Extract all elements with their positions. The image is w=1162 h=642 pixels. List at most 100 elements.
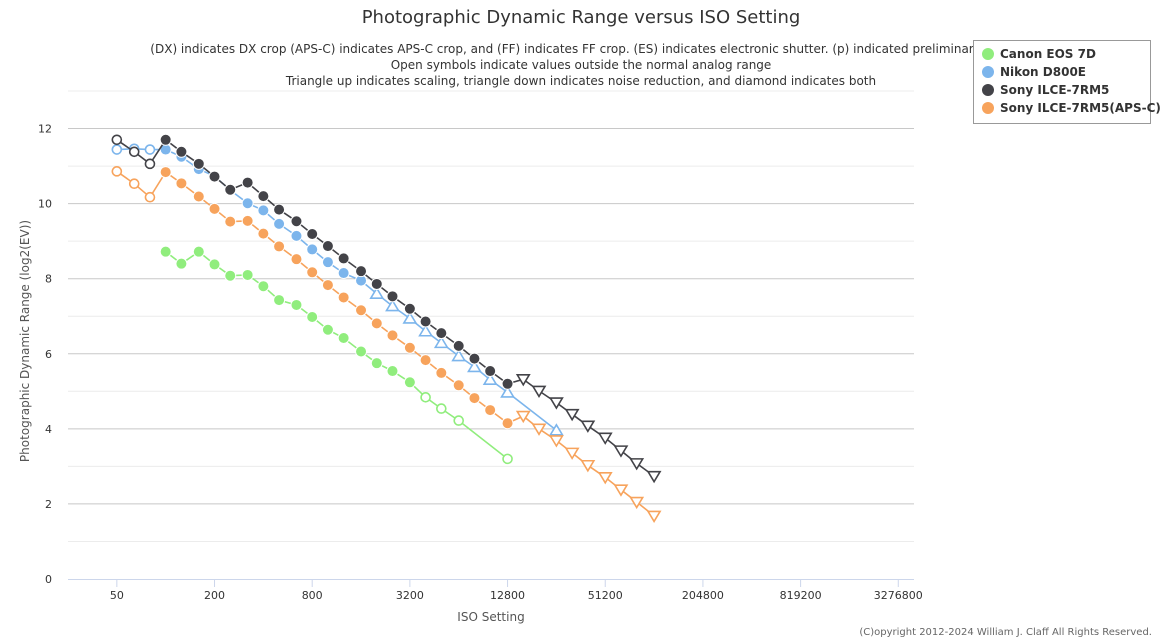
data-point-canon-eos-7d [306,310,319,323]
legend-item[interactable]: Sony ILCE-7RM5(APS-C) [982,99,1161,117]
x-tick-label: 50 [110,589,124,602]
legend-item[interactable]: Nikon D800E [982,63,1150,81]
data-point-sony-ilce-7rm5-aps-c [515,410,531,424]
data-point-nikon-d800e [321,256,334,269]
chart-plot: 0 2 4 6 8 10 12 50 200 800 3200 12800 51200 204800 819… [18,90,923,624]
data-point-sony-ilce-7rm5-aps-c [419,354,432,367]
legend-label: Sony ILCE-7RM5 [1000,83,1110,97]
data-point-nikon-d800e [402,311,418,324]
data-point-sony-ilce-7rm5 [128,146,140,158]
data-point-sony-ilce-7rm5-aps-c [175,177,188,190]
data-point-nikon-d800e [306,243,319,256]
data-point-sony-ilce-7rm5 [435,327,448,340]
x-tick-label: 51200 [588,589,623,602]
data-point-nikon-d800e [467,359,482,373]
data-point-canon-eos-7d [420,392,431,403]
legend-label: Nikon D800E [1000,65,1086,79]
data-point-sony-ilce-7rm5 [290,215,303,228]
data-point-sony-ilce-7rm5-aps-c [355,304,368,317]
legend-label: Canon EOS 7D [1000,47,1096,61]
data-point-sony-ilce-7rm5 [501,377,514,390]
data-point-sony-ilce-7rm5-aps-c [159,166,172,179]
data-point-nikon-d800e [385,299,400,312]
data-point-sony-ilce-7rm5 [337,252,350,265]
data-point-sony-ilce-7rm5 [224,183,237,196]
data-point-canon-eos-7d [355,345,368,358]
data-point-sony-ilce-7rm5-aps-c [273,240,286,253]
data-point-sony-ilce-7rm5-aps-c [468,392,481,405]
data-point-sony-ilce-7rm5 [646,470,662,484]
copyright-text: (C)opyright 2012-2024 William J. Claff A… [859,627,1152,638]
data-point-sony-ilce-7rm5-aps-c [597,471,613,485]
data-point-canon-eos-7d [453,415,465,426]
legend-label: Sony ILCE-7RM5(APS-C) [1000,101,1161,115]
legend-symbol [982,102,994,114]
data-point-sony-ilce-7rm5 [321,240,334,253]
data-point-sony-ilce-7rm5 [370,277,383,290]
y-tick-label: 6 [45,348,52,361]
data-point-canon-eos-7d [208,258,221,271]
data-point-canon-eos-7d [273,294,286,307]
series-line-sony-ilce-7rm5 [116,138,655,477]
data-point-sony-ilce-7rm5-aps-c [613,484,629,497]
x-tick-label: 200 [204,589,225,602]
data-point-sony-ilce-7rm5-aps-c [646,510,662,523]
chart-title: Photographic Dynamic Range versus ISO Se… [361,7,801,28]
data-point-sony-ilce-7rm5-aps-c [192,190,205,203]
data-point-canon-eos-7d [257,280,270,293]
series-line-sony-ilce-7rm5-aps-c [116,170,655,517]
data-point-canon-eos-7d [502,453,513,465]
data-point-nikon-d800e [418,324,434,337]
data-point-nikon-d800e [433,335,449,349]
data-point-sony-ilce-7rm5-aps-c [111,166,123,177]
legend-symbol [982,84,994,96]
data-point-sony-ilce-7rm5 [515,373,531,387]
data-point-nikon-d800e [337,267,350,280]
data-point-sony-ilce-7rm5-aps-c [435,366,448,379]
legend-item[interactable]: Sony ILCE-7RM5 [982,81,1150,99]
data-point-nikon-d800e [482,372,498,385]
data-point-nikon-d800e [290,229,303,242]
x-axis-title: ISO Setting [457,610,524,624]
chart-subtitle-2: Open symbols indicate values outside the… [390,58,772,72]
data-point-canon-eos-7d [159,245,172,258]
y-tick-label: 8 [45,273,52,286]
data-point-sony-ilce-7rm5 [452,339,465,352]
data-point-sony-ilce-7rm5-aps-c [629,496,645,510]
data-point-sony-ilce-7rm5 [111,134,123,146]
y-tick-label: 10 [38,198,52,211]
data-point-sony-ilce-7rm5-aps-c [321,279,334,292]
data-point-sony-ilce-7rm5-aps-c [370,317,383,330]
legend-item[interactable]: Canon EOS 7D [982,45,1150,63]
data-point-sony-ilce-7rm5 [564,408,580,422]
data-point-sony-ilce-7rm5-aps-c [290,253,303,266]
data-point-canon-eos-7d [192,245,205,258]
data-point-sony-ilce-7rm5-aps-c [128,178,140,190]
data-point-canon-eos-7d [241,268,254,281]
data-point-sony-ilce-7rm5-aps-c [548,435,564,448]
data-point-sony-ilce-7rm5 [306,228,319,241]
y-tick-label: 12 [38,123,52,136]
data-point-sony-ilce-7rm5-aps-c [531,423,547,436]
data-point-nikon-d800e [273,217,286,230]
x-tick-label: 204800 [682,589,724,602]
data-point-sony-ilce-7rm5 [144,158,156,170]
data-point-sony-ilce-7rm5 [273,203,286,216]
data-point-canon-eos-7d [436,403,447,414]
data-point-canon-eos-7d [224,269,237,282]
data-point-sony-ilce-7rm5 [175,145,188,158]
data-point-sony-ilce-7rm5 [208,170,221,183]
y-tick-label: 0 [45,573,52,586]
data-point-sony-ilce-7rm5 [159,133,172,146]
data-point-sony-ilce-7rm5-aps-c [337,291,350,304]
data-point-sony-ilce-7rm5 [629,458,645,471]
data-point-sony-ilce-7rm5 [580,420,596,433]
y-tick-label: 4 [45,423,52,436]
x-tick-label: 12800 [490,589,525,602]
data-point-canon-eos-7d [403,376,416,389]
data-point-nikon-d800e [451,348,467,362]
data-point-sony-ilce-7rm5 [355,265,368,278]
data-point-sony-ilce-7rm5-aps-c [484,404,497,417]
data-point-sony-ilce-7rm5-aps-c [208,202,221,215]
chart-subtitle-3: Triangle up indicates scaling, triangle … [285,74,877,88]
